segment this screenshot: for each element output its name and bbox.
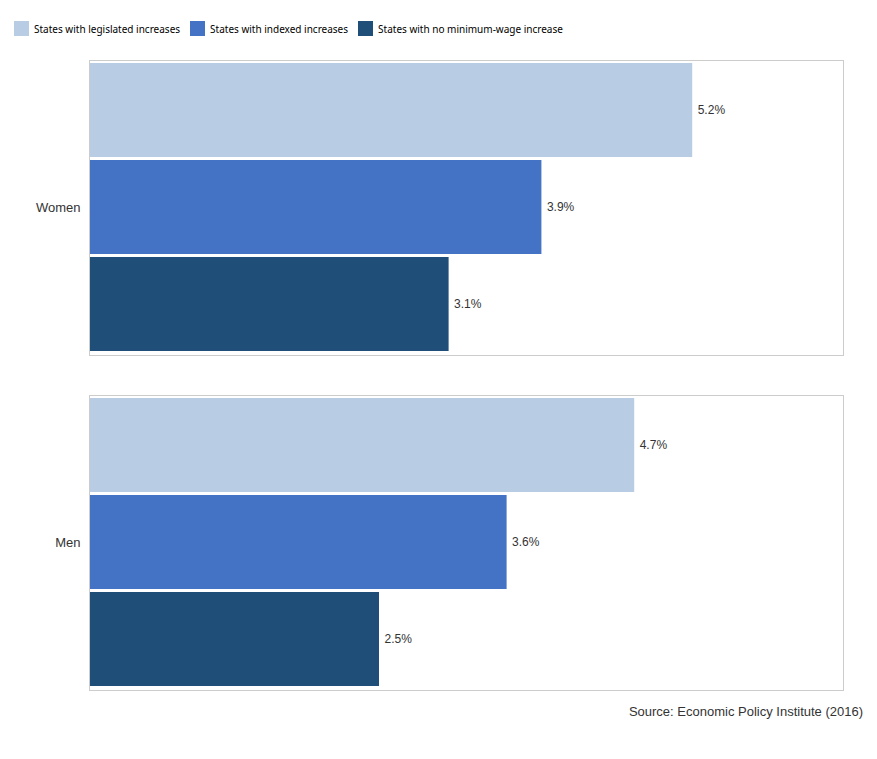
svg-text:3.1%: 3.1% [454,297,482,311]
html-text:States with indexed increases: States with indexed increases [210,21,349,36]
html-text:States with legislated increas: States with legislated increases [34,21,181,36]
svg-text:5.2%: 5.2% [698,103,726,117]
svg-text:2.5%: 2.5% [385,632,413,646]
svg-text:Men: Men [55,535,80,550]
svg-text:3.9%: 3.9% [547,200,575,214]
html-text:Source: Economic Policy Instit: Source: Economic Policy Institute (2016) [628,704,863,719]
svg-text:4.7%: 4.7% [640,438,668,452]
svg-text:3.6%: 3.6% [512,535,540,549]
html-text:States with no minimum-wage in: States with no minimum-wage increase [378,21,563,36]
svg-text:Women: Women [36,200,81,215]
